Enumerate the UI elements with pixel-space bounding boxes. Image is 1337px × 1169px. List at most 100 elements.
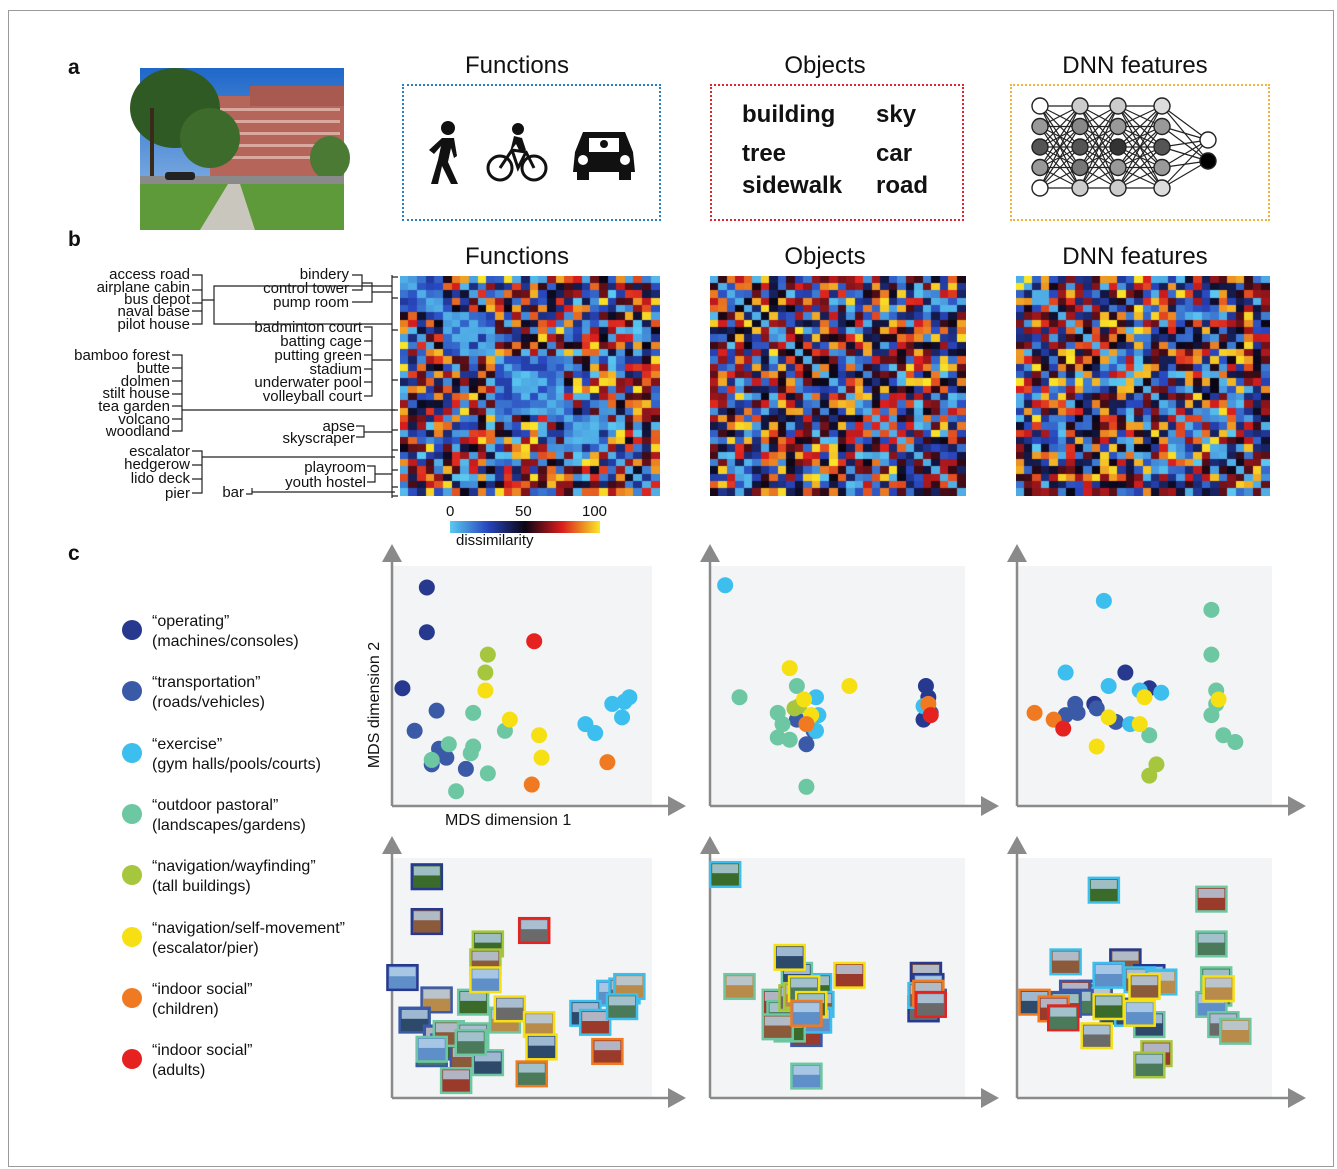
legend-title: “indoor social” (152, 980, 253, 998)
object-word-sky: sky (876, 101, 917, 128)
mds-thumbnail-sky (413, 866, 440, 876)
mds-point (394, 680, 411, 697)
mds-point (1057, 664, 1074, 681)
dendro-label: pump room (273, 294, 349, 311)
mds-point (798, 736, 815, 753)
mds-axes (1015, 560, 1290, 808)
mds-point (614, 709, 631, 726)
mds-thumbnail-sky (474, 1052, 501, 1062)
mds-thumbnail-sky (836, 965, 863, 974)
dendro-label: tea garden (98, 398, 170, 415)
mds-thumbnail-sky (594, 1041, 621, 1051)
legend-dot (122, 620, 142, 640)
legend-dot (122, 987, 142, 1008)
dendro-label: bar (222, 484, 244, 501)
mds-axis-arrow (1288, 1088, 1306, 1108)
mds-point (423, 751, 440, 768)
dendro-label: underwater pool (254, 374, 362, 391)
mds-thumbnail-sky (1083, 987, 1110, 997)
heatmap-dnn (1016, 276, 1270, 496)
mds-thumbnail-sky (912, 965, 939, 974)
dendro-label: control tower (263, 280, 349, 297)
mds-thumbnail-sky (423, 989, 450, 999)
legend-title: “outdoor pastoral” (152, 796, 279, 814)
objects-box (710, 84, 964, 221)
mds-point (477, 682, 494, 699)
mds-thumbnail-sky (518, 1063, 545, 1073)
functions-box (402, 84, 661, 221)
car-icon (573, 132, 635, 180)
mds-point (1203, 646, 1220, 663)
dendrogram (172, 274, 398, 498)
mds-axis-arrow (700, 836, 720, 854)
mds-thumbnail-sky (521, 920, 548, 930)
mds-point (1153, 684, 1170, 701)
mds-point (599, 754, 616, 771)
dendro-label: dolmen (120, 373, 170, 390)
dendro-label: stilt house (102, 385, 170, 402)
legend-dot (122, 926, 142, 947)
mds-point (717, 577, 734, 594)
mds-axis-arrow (382, 544, 402, 562)
mds-thumbnail-sky (413, 911, 440, 921)
mds-point (621, 689, 638, 706)
mds-thumbnail-sky (1021, 991, 1048, 1001)
mds-thumbnail-sky (1090, 879, 1117, 889)
mds-axes (390, 560, 670, 808)
mds-point (448, 783, 465, 800)
objects-title-b: Objects (784, 243, 866, 270)
mds-thumbnail-sky (528, 1036, 555, 1046)
dendro-label: hedgerow (124, 456, 190, 473)
dendro-label: pier (164, 485, 190, 502)
legend-dot (122, 681, 142, 702)
mds-ylabel: MDS dimension 2 (366, 641, 383, 769)
object-word-road: road (876, 172, 929, 199)
mds-axis-arrow (668, 1088, 686, 1108)
legend-subtitle: (roads/vehicles) (152, 694, 265, 712)
mds-thumbnail-sky (1062, 982, 1089, 992)
dendro-label: bamboo forest (74, 347, 170, 364)
mds-axes (1015, 852, 1290, 1100)
mds-thumbnail-sky (1112, 951, 1139, 961)
mds-point (440, 736, 457, 753)
mds-thumbnail-sky (1222, 1021, 1249, 1030)
legend-dot (122, 865, 142, 886)
functions-title-a: Functions (464, 52, 570, 79)
mds-thumbnail-sky (401, 1009, 428, 1019)
mds-point (457, 760, 474, 777)
mds-point (922, 707, 939, 724)
mds-point (531, 727, 548, 744)
mds-thumbnail-sky (1136, 1054, 1163, 1064)
mds-thumbnail-sky (496, 998, 523, 1008)
mds-point (406, 722, 423, 739)
mds-point (1227, 734, 1244, 750)
mds-point (1069, 704, 1086, 721)
legend-title: “navigation/self-movement” (152, 919, 345, 937)
mds-axis-arrow (1007, 836, 1027, 854)
mds-thumbnail-sky (798, 994, 825, 1004)
scene-photo (130, 68, 350, 230)
legend-dot (122, 803, 142, 824)
mds-point (465, 704, 482, 721)
mds-thumbnail-sky (1083, 1025, 1110, 1035)
dendro-label: volcano (118, 411, 170, 428)
mds-thumbnail-sky (1203, 969, 1230, 979)
legend-subtitle: (landscapes/gardens) (152, 816, 306, 834)
dendro-label: volleyball court (262, 388, 362, 405)
mds-point (1055, 720, 1072, 737)
mds-thumbnail-sky (435, 1023, 462, 1033)
mds-point (418, 579, 435, 596)
mds-point (1100, 678, 1117, 694)
mds-point (1210, 691, 1227, 708)
functions-title-b: Functions (464, 243, 570, 270)
dendro-label: woodland (105, 423, 170, 440)
dendro-label: youth hostel (285, 474, 366, 491)
object-word-tree: tree (742, 140, 787, 167)
mds-xlabel: MDS dimension 1 (445, 812, 572, 829)
mds-point (798, 716, 815, 733)
dendro-label: pilot house (117, 316, 190, 333)
mds-thumbnail-sky (443, 1070, 470, 1080)
mds-thumbnail-sky (712, 864, 739, 874)
mds-axes (708, 852, 983, 1100)
legend-subtitle: (children) (152, 1000, 219, 1018)
